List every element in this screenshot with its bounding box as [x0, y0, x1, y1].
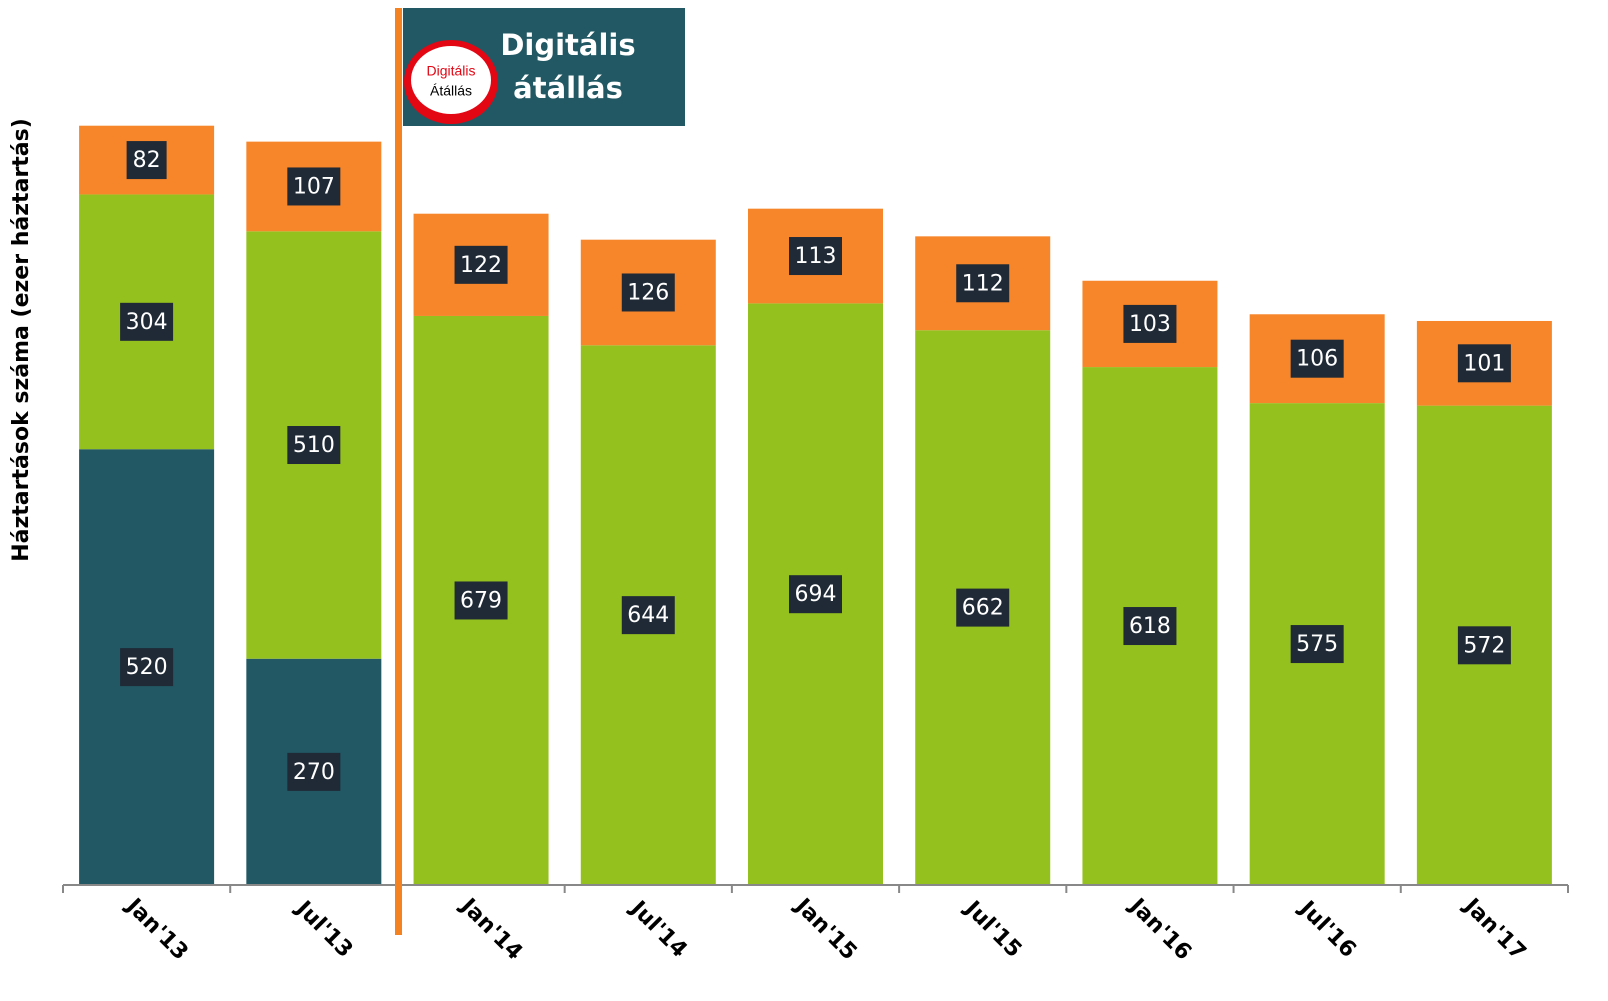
- value-label: 694: [795, 582, 837, 607]
- x-tick-label: Jan'14: [454, 893, 527, 966]
- value-label-box: [454, 581, 508, 620]
- value-label-box: [287, 167, 341, 206]
- annotation-text: Digitális: [500, 28, 635, 62]
- logo-text: Átállás: [430, 83, 472, 99]
- x-tick-label: Jan'13: [120, 893, 193, 966]
- x-tick-label: Jul'13: [290, 895, 358, 963]
- value-label-box: [621, 273, 675, 312]
- value-label: 122: [460, 253, 502, 278]
- value-label-box: [956, 588, 1010, 627]
- x-tick-label: Jan'17: [1458, 893, 1531, 966]
- x-tick-label: Jul'14: [624, 895, 692, 963]
- value-label: 644: [627, 603, 669, 628]
- value-label-box: [120, 302, 174, 341]
- value-label-box: [1123, 304, 1177, 343]
- value-label: 510: [293, 433, 335, 458]
- value-label: 126: [627, 280, 669, 305]
- x-tick-label: Jul'16: [1293, 895, 1361, 963]
- value-label-box: [1457, 344, 1511, 383]
- x-tick-label: Jan'16: [1123, 893, 1196, 966]
- value-label: 82: [133, 148, 161, 173]
- value-label-box: [1290, 625, 1344, 664]
- value-label: 679: [460, 588, 502, 613]
- value-label-box: [454, 245, 508, 284]
- value-label: 662: [962, 596, 1004, 621]
- value-label: 304: [126, 310, 168, 335]
- value-label: 112: [962, 271, 1004, 296]
- annotation-text: átállás: [513, 71, 623, 105]
- value-label-box: [621, 596, 675, 635]
- value-label-box: [1290, 339, 1344, 378]
- logo-face: [411, 46, 491, 114]
- value-label-box: [1123, 607, 1177, 646]
- x-tick-label: Jan'15: [789, 893, 862, 966]
- value-label: 103: [1129, 312, 1171, 337]
- annotation-line: [395, 8, 402, 935]
- value-label: 113: [795, 244, 837, 269]
- value-label: 101: [1463, 351, 1505, 376]
- value-label: 107: [293, 174, 335, 199]
- value-label: 575: [1296, 632, 1338, 657]
- x-tick-label: Jul'15: [959, 895, 1027, 963]
- value-label-box: [126, 141, 167, 180]
- value-label-box: [789, 575, 842, 614]
- value-label-box: [120, 648, 174, 687]
- value-label-box: [956, 264, 1010, 303]
- value-label-box: [1457, 626, 1511, 665]
- value-label-box: [287, 426, 341, 465]
- value-label: 270: [293, 760, 335, 785]
- value-label-box: [287, 752, 341, 791]
- value-label: 572: [1463, 633, 1505, 658]
- y-axis-label: Háztartások száma (ezer háztartás): [9, 118, 34, 562]
- value-label: 106: [1296, 347, 1338, 372]
- logo-text: Digitális: [426, 63, 475, 79]
- value-label: 618: [1129, 614, 1171, 639]
- value-label: 520: [126, 655, 168, 680]
- value-label-box: [789, 237, 842, 276]
